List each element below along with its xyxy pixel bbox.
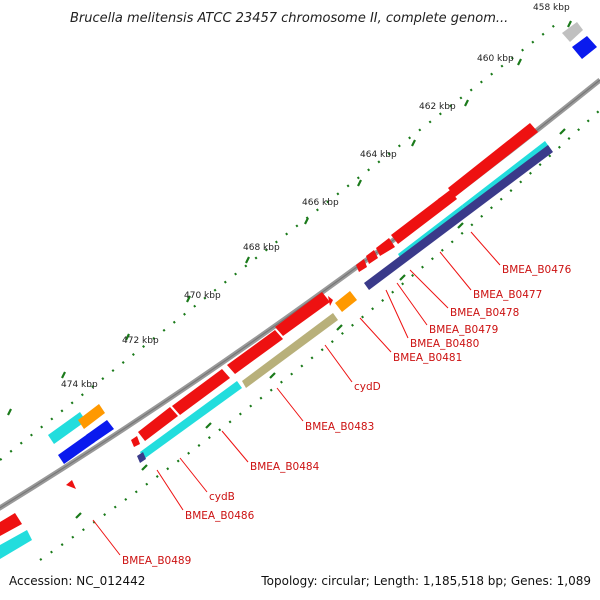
tick-label-470: 470 kbp: [184, 291, 221, 301]
gene-label[interactable]: BMEA_B0481: [393, 352, 462, 364]
tick-label-468: 468 kbp: [243, 243, 280, 253]
cds-track-orange: [78, 291, 357, 429]
tick-label-460: 460 kbp: [477, 54, 514, 64]
tick-label-462: 462 kbp: [419, 102, 456, 112]
gene-label[interactable]: BMEA_B0486: [185, 510, 255, 522]
tick-label-472: 472 kbp: [122, 336, 159, 346]
gene-label[interactable]: cydB: [209, 491, 235, 503]
gene-label[interactable]: BMEA_B0479: [429, 324, 498, 336]
gene-label[interactable]: cydD: [354, 381, 381, 393]
footer-summary: Topology: circular; Length: 1,185,518 bp…: [260, 574, 591, 588]
tick-label-464: 464 kbp: [360, 150, 397, 160]
gene-label[interactable]: BMEA_B0480: [410, 338, 479, 350]
tick-label-474: 474 kbp: [61, 380, 98, 390]
gene-label[interactable]: BMEA_B0478: [450, 307, 519, 319]
ruler-ticks: [7, 20, 572, 416]
cds-track-cyan: [0, 141, 550, 559]
gene-label[interactable]: BMEA_B0483: [305, 421, 374, 433]
cds-track-blue: [58, 420, 114, 464]
label-leaders: [92, 231, 501, 556]
cds-track-navy: [137, 145, 553, 463]
tick-label-458: 458 kbp: [533, 3, 570, 13]
cds-track-red: [0, 123, 538, 536]
feature-grey-458: [562, 22, 583, 42]
footer-accession: Accession: NC_012442: [9, 574, 145, 588]
gene-label[interactable]: BMEA_B0489: [122, 555, 191, 567]
map-title: Brucella melitensis ATCC 23457 chromosom…: [70, 11, 508, 26]
gene-label[interactable]: BMEA_B0484: [250, 461, 320, 473]
gene-label[interactable]: BMEA_B0476: [502, 264, 572, 276]
tick-label-466: 466 kbp: [302, 198, 339, 208]
feature-blue-458: [572, 36, 597, 59]
gene-label[interactable]: BMEA_B0477: [473, 289, 542, 301]
